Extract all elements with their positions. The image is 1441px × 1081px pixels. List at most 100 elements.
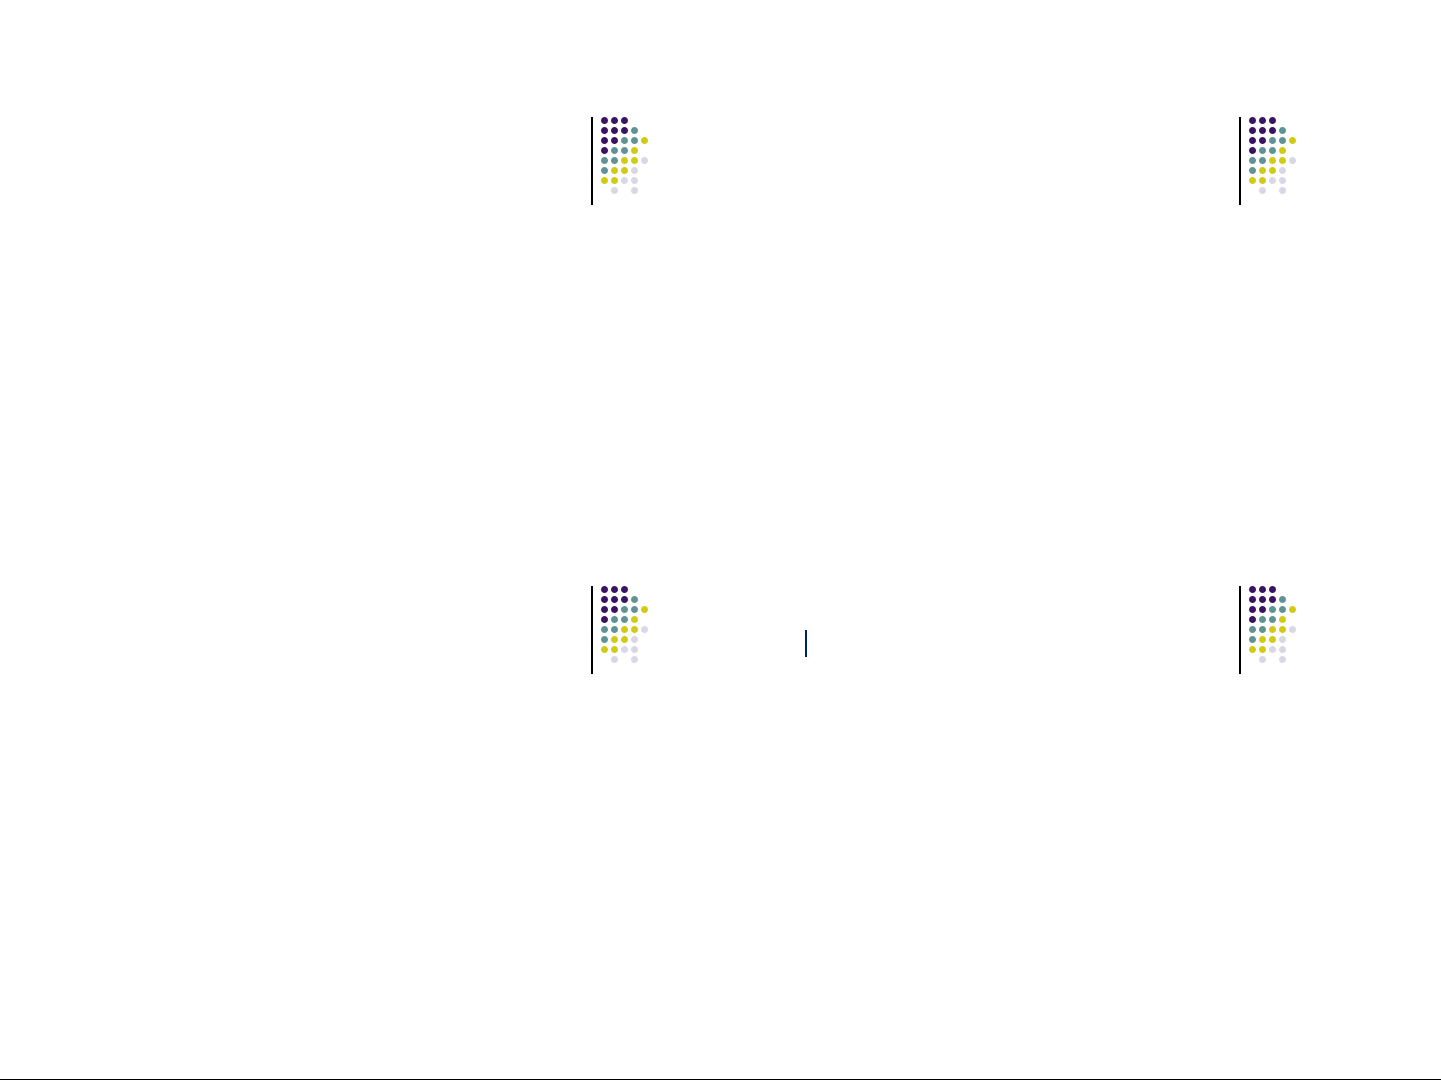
grid-dot <box>621 606 628 613</box>
grid-dot <box>1259 606 1266 613</box>
grid-dot <box>1259 616 1266 623</box>
grid-dot <box>1249 626 1256 633</box>
grid-dot <box>601 127 608 134</box>
grid-dot <box>1259 167 1266 174</box>
grid-dot <box>1259 147 1266 154</box>
grid-dot <box>631 157 638 164</box>
grid-dot <box>1269 596 1276 603</box>
grid-dot <box>621 177 628 184</box>
grid-dot <box>631 147 638 154</box>
grid-dot <box>1269 616 1276 623</box>
grid-dot <box>621 147 628 154</box>
page-bottom-rule <box>0 1079 1441 1080</box>
grid-dot <box>631 167 638 174</box>
grid-dot <box>611 167 618 174</box>
grid-dot <box>1249 616 1256 623</box>
grid-dot <box>611 656 618 663</box>
dot-grid-icon <box>1239 117 1309 207</box>
table-row <box>173 303 179 334</box>
grid-dot <box>611 626 618 633</box>
grid-dot <box>621 586 628 593</box>
grid-dot <box>1279 646 1286 653</box>
grid-dot <box>1259 656 1266 663</box>
grid-dot <box>1279 616 1286 623</box>
grid-dot <box>631 177 638 184</box>
grid-dot <box>611 187 618 194</box>
grid-dot <box>611 147 618 154</box>
grid-dot <box>631 127 638 134</box>
grid-dot <box>621 616 628 623</box>
grid-dot <box>621 636 628 643</box>
dot-grid-icon <box>591 586 661 676</box>
grid-dot <box>611 606 618 613</box>
grid-dot <box>1269 147 1276 154</box>
grid-dot <box>621 646 628 653</box>
grid-dot <box>1279 626 1286 633</box>
grid-dot <box>1289 606 1296 613</box>
grid-dot <box>1249 167 1256 174</box>
grid-dot <box>1259 646 1266 653</box>
grid-dot <box>1279 656 1286 663</box>
grid-dot <box>621 137 628 144</box>
grid-dot <box>601 137 608 144</box>
grid-dot <box>1249 157 1256 164</box>
grid-dot <box>1289 157 1296 164</box>
grid-dot <box>641 626 648 633</box>
grid-dot <box>641 606 648 613</box>
grid-dot <box>1269 636 1276 643</box>
grid-dot <box>1289 626 1296 633</box>
table-row <box>803 713 809 741</box>
divider-rule <box>591 586 593 674</box>
grid-dot <box>1249 586 1256 593</box>
grid-dot <box>1249 117 1256 124</box>
grid-dot <box>1279 177 1286 184</box>
table-row <box>803 659 809 711</box>
grid-dot <box>611 127 618 134</box>
grid-dot <box>1269 626 1276 633</box>
grid-dot <box>1249 596 1256 603</box>
grid-dot <box>1249 646 1256 653</box>
grid-dot <box>1289 137 1296 144</box>
grid-dot <box>1249 147 1256 154</box>
grid-dot <box>1269 167 1276 174</box>
grid-dot <box>1279 127 1286 134</box>
grid-dot <box>601 636 608 643</box>
grid-dot <box>1279 606 1286 613</box>
grid-dot <box>611 586 618 593</box>
grid-dot <box>601 646 608 653</box>
grid-dot <box>601 626 608 633</box>
data-table <box>801 628 811 803</box>
grid-dot <box>601 147 608 154</box>
grid-dot <box>601 167 608 174</box>
grid-dot <box>1279 137 1286 144</box>
grid-dot <box>611 636 618 643</box>
grid-dot <box>1249 177 1256 184</box>
grid-dot <box>1279 636 1286 643</box>
grid-dot <box>1269 127 1276 134</box>
grid-dot <box>1259 157 1266 164</box>
grid-dot <box>1259 626 1266 633</box>
grid-dot <box>1249 606 1256 613</box>
grid-dot <box>621 626 628 633</box>
table-row <box>803 773 809 801</box>
grid-dot <box>621 127 628 134</box>
data-table <box>171 207 181 369</box>
grid-dot <box>601 157 608 164</box>
grid-dot <box>601 117 608 124</box>
grid-dot <box>1279 167 1286 174</box>
grid-dot <box>1269 177 1276 184</box>
grid-dot <box>621 596 628 603</box>
grid-dot <box>1259 177 1266 184</box>
grid-dot <box>1249 636 1256 643</box>
grid-dot <box>631 656 638 663</box>
grid-dot <box>631 616 638 623</box>
divider-rule <box>591 117 593 205</box>
divider-rule <box>1239 586 1241 674</box>
grid-dot <box>641 137 648 144</box>
grid-dot <box>1279 187 1286 194</box>
divider-rule <box>1239 117 1241 205</box>
grid-dot <box>1249 127 1256 134</box>
grid-dot <box>1279 147 1286 154</box>
table-row <box>803 743 809 771</box>
grid-dot <box>1269 117 1276 124</box>
